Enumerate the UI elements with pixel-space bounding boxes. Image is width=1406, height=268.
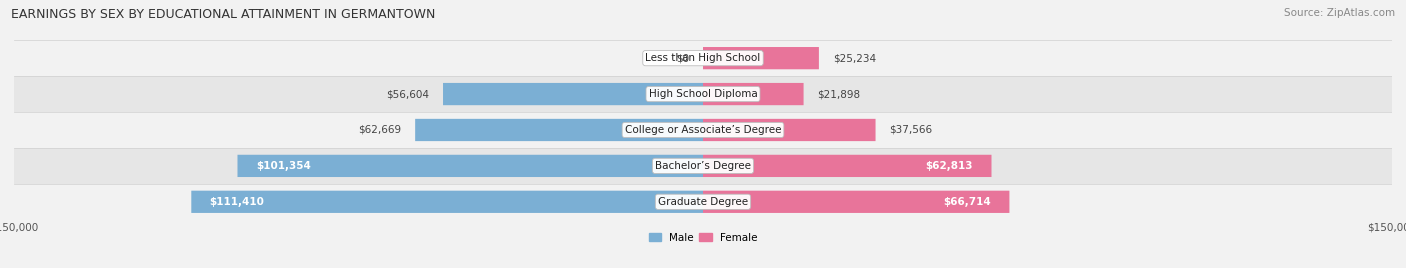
Bar <box>14 148 1392 184</box>
Bar <box>14 112 1392 148</box>
Bar <box>14 40 1392 76</box>
FancyBboxPatch shape <box>703 191 1010 213</box>
Text: College or Associate’s Degree: College or Associate’s Degree <box>624 125 782 135</box>
Text: High School Diploma: High School Diploma <box>648 89 758 99</box>
Text: Bachelor’s Degree: Bachelor’s Degree <box>655 161 751 171</box>
Text: EARNINGS BY SEX BY EDUCATIONAL ATTAINMENT IN GERMANTOWN: EARNINGS BY SEX BY EDUCATIONAL ATTAINMEN… <box>11 8 436 21</box>
FancyBboxPatch shape <box>415 119 703 141</box>
FancyBboxPatch shape <box>703 119 876 141</box>
Text: Less than High School: Less than High School <box>645 53 761 63</box>
Text: $37,566: $37,566 <box>890 125 932 135</box>
Bar <box>14 184 1392 220</box>
Text: $25,234: $25,234 <box>832 53 876 63</box>
FancyBboxPatch shape <box>703 83 804 105</box>
Bar <box>14 76 1392 112</box>
Text: $21,898: $21,898 <box>817 89 860 99</box>
Text: $111,410: $111,410 <box>209 197 264 207</box>
Text: $0: $0 <box>676 53 689 63</box>
FancyBboxPatch shape <box>703 155 991 177</box>
Text: $101,354: $101,354 <box>256 161 311 171</box>
Text: Source: ZipAtlas.com: Source: ZipAtlas.com <box>1284 8 1395 18</box>
Text: $66,714: $66,714 <box>943 197 991 207</box>
FancyBboxPatch shape <box>443 83 703 105</box>
Text: $56,604: $56,604 <box>387 89 429 99</box>
FancyBboxPatch shape <box>703 47 818 69</box>
Legend: Male, Female: Male, Female <box>644 229 762 247</box>
Text: $62,813: $62,813 <box>925 161 973 171</box>
FancyBboxPatch shape <box>191 191 703 213</box>
FancyBboxPatch shape <box>238 155 703 177</box>
Text: $62,669: $62,669 <box>359 125 401 135</box>
Text: Graduate Degree: Graduate Degree <box>658 197 748 207</box>
